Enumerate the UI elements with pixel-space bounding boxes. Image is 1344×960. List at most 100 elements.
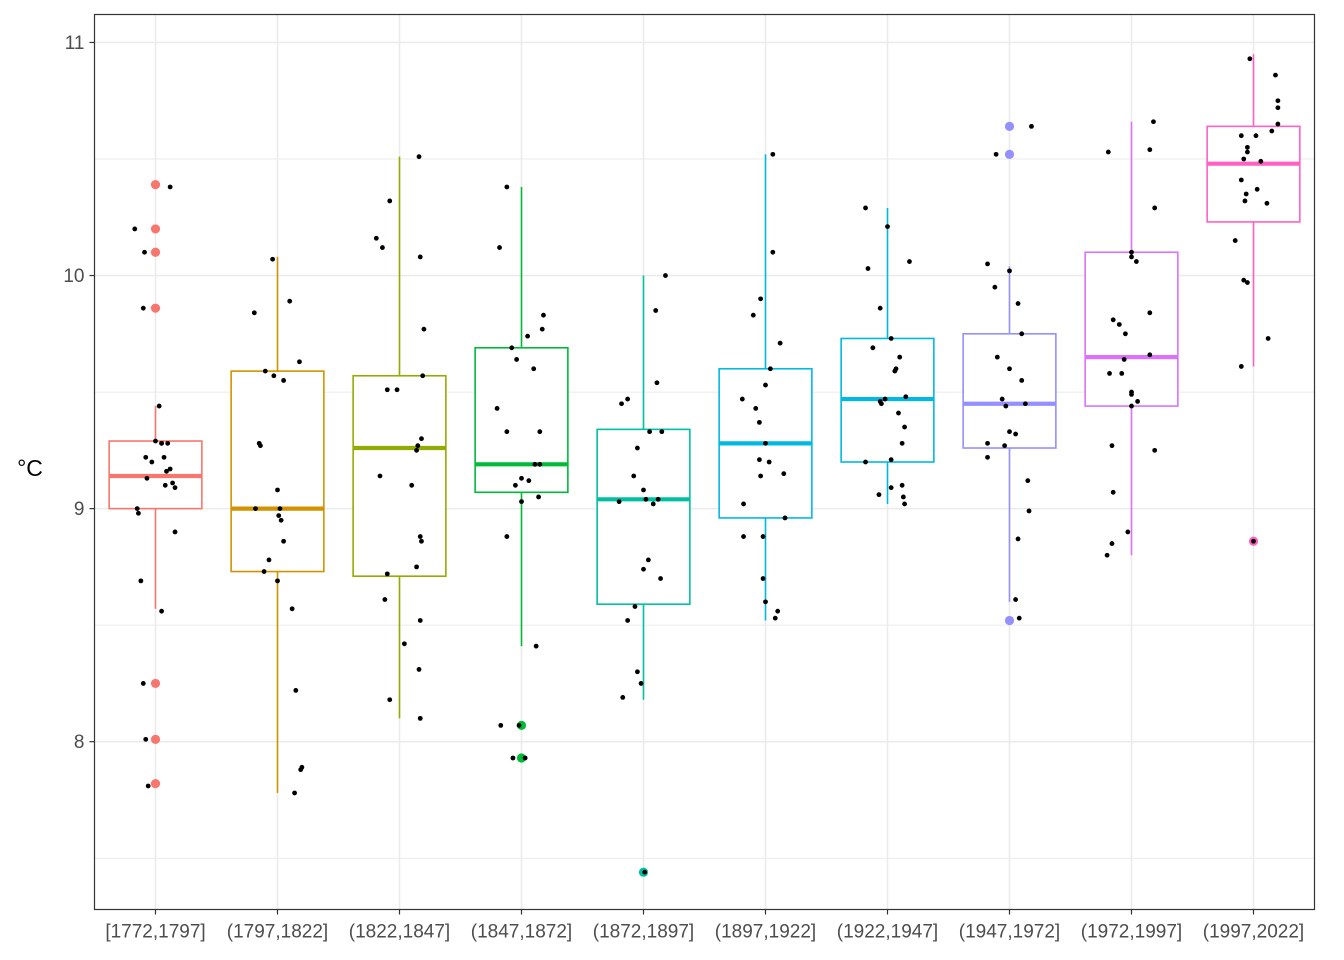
data-point: [498, 722, 504, 728]
data-point: [1129, 392, 1134, 397]
data-point: [1147, 147, 1153, 153]
data-point: [161, 454, 167, 460]
data-point: [619, 401, 624, 407]
data-point: [1247, 56, 1253, 62]
data-point: [497, 245, 502, 250]
data-point: [420, 373, 426, 379]
data-point: [153, 438, 158, 444]
box-body: [230, 370, 325, 573]
data-point: [642, 869, 648, 875]
data-point: [537, 461, 543, 467]
outlier-point: [1004, 121, 1015, 131]
data-point: [632, 604, 638, 609]
data-point: [1264, 200, 1270, 206]
data-point: [781, 471, 787, 477]
data-point: [532, 461, 538, 467]
data-point: [143, 736, 149, 742]
box-group: [474, 186, 569, 763]
data-point: [1238, 364, 1244, 369]
data-point: [278, 517, 284, 523]
data-point: [1013, 597, 1018, 602]
data-point: [134, 506, 140, 512]
data-point: [770, 249, 776, 255]
data-point: [999, 396, 1005, 402]
data-point: [658, 576, 663, 581]
data-point: [616, 499, 622, 505]
data-point: [417, 534, 423, 539]
data-point: [753, 405, 759, 411]
axes: 8 9 10 11 [1772,1797] (1797,1822] (1822,1847] (…: [63, 33, 1304, 943]
data-point: [1238, 177, 1244, 183]
data-point: [531, 366, 537, 372]
data-point: [879, 401, 884, 407]
data-point: [1258, 158, 1264, 164]
data-point: [504, 184, 510, 190]
box-body: [474, 346, 569, 494]
data-point: [251, 310, 257, 316]
x-tick-label: (1997,2022]: [1203, 922, 1304, 943]
box-body: [1206, 125, 1301, 223]
data-point: [1110, 489, 1116, 495]
data-point: [625, 396, 631, 402]
data-point: [1232, 238, 1238, 243]
data-point: [164, 468, 169, 474]
data-point: [387, 697, 393, 703]
outlier-point: [150, 303, 161, 313]
data-point: [516, 722, 522, 728]
data-point: [382, 597, 388, 602]
data-point: [253, 506, 258, 512]
data-point: [767, 366, 773, 372]
data-point: [509, 345, 515, 351]
data-point: [384, 571, 390, 577]
data-point: [1025, 478, 1031, 484]
data-point: [1129, 249, 1134, 255]
data-point: [758, 296, 764, 302]
data-point: [1147, 352, 1153, 358]
data-point: [138, 578, 144, 584]
data-point: [1151, 119, 1156, 125]
data-point: [1273, 72, 1278, 78]
data-point: [510, 755, 516, 761]
data-point: [156, 403, 162, 409]
data-point: [1110, 317, 1116, 323]
data-point: [421, 326, 427, 332]
x-tick-label: (1797,1822]: [227, 922, 328, 943]
data-point: [741, 534, 746, 539]
data-point: [994, 354, 1000, 360]
y-axis-title: °C: [17, 455, 43, 481]
data-point: [1275, 105, 1281, 111]
box-group: [962, 121, 1057, 626]
data-point: [888, 485, 894, 491]
outlier-point: [150, 247, 161, 257]
box-body: [1084, 251, 1179, 407]
y-tick-label: 10: [63, 266, 84, 287]
data-point: [419, 538, 424, 544]
box-group: [840, 207, 935, 504]
data-point: [1003, 403, 1009, 409]
outlier-point: [150, 678, 161, 689]
box-body: [962, 333, 1057, 449]
data-point: [1135, 399, 1140, 404]
data-point: [417, 715, 423, 721]
data-point: [409, 482, 415, 488]
data-point: [270, 256, 276, 262]
data-point: [536, 494, 541, 500]
data-point: [620, 695, 626, 700]
x-tick-label: (1822,1847]: [349, 922, 450, 943]
data-point: [539, 326, 545, 332]
data-point: [766, 459, 772, 465]
data-point: [380, 245, 385, 250]
box-group: [108, 180, 203, 789]
box-layer: [108, 54, 1301, 877]
data-point: [885, 224, 890, 229]
data-point: [863, 205, 868, 211]
data-point: [870, 345, 876, 351]
data-point: [899, 482, 905, 488]
data-point: [907, 259, 912, 264]
data-point: [1241, 156, 1247, 162]
data-point: [261, 569, 267, 574]
data-point: [1245, 149, 1250, 155]
data-point: [159, 608, 165, 614]
data-point: [1253, 133, 1259, 139]
